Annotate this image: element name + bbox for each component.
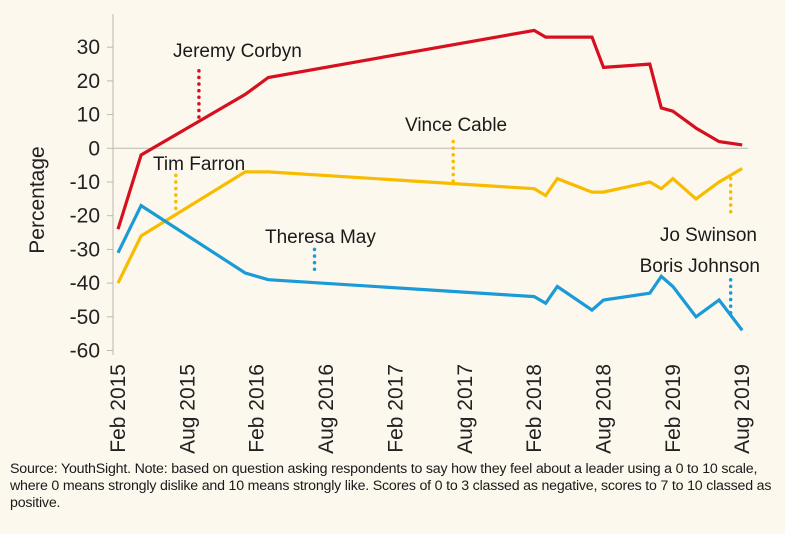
x-tick-label: Feb 2016 <box>246 364 269 453</box>
x-tick-label: Aug 2017 <box>454 364 477 454</box>
x-tick-label: Aug 2018 <box>593 364 616 454</box>
annotation-label: Jeremy Corbyn <box>173 41 302 62</box>
y-tick-label: -10 <box>70 171 100 194</box>
x-tick-label: Aug 2019 <box>731 364 754 454</box>
y-tick-label: -20 <box>70 205 100 228</box>
annotation-label: Jo Swinson <box>660 225 757 246</box>
x-tick-label: Aug 2015 <box>176 364 199 454</box>
x-tick-label: Feb 2015 <box>107 364 130 453</box>
y-tick-label: 20 <box>77 70 100 93</box>
y-tick-label: 30 <box>77 36 100 59</box>
y-axis-title: Percentage <box>26 146 49 253</box>
footnote: Source: YouthSight. Note: based on quest… <box>10 461 772 511</box>
annotation-label: Vince Cable <box>405 115 507 136</box>
y-tick-label: -60 <box>70 340 100 363</box>
annotation-label: Theresa May <box>265 227 376 248</box>
x-tick-label: Feb 2019 <box>662 364 685 453</box>
x-tick-label: Feb 2018 <box>523 364 546 453</box>
y-tick-label: -50 <box>70 306 100 329</box>
y-tick-label: 0 <box>88 137 100 160</box>
x-tick-label: Aug 2016 <box>315 364 338 454</box>
line-chart: 30 20 10 0 -10 -20 -30 -40 -50 -60 Percentage Feb 2… <box>26 14 760 454</box>
x-tick-label: Feb 2017 <box>384 364 407 453</box>
y-tick-label: 10 <box>77 104 100 127</box>
annotation-label: Tim Farron <box>153 154 245 175</box>
y-tick-label: -30 <box>70 238 100 261</box>
y-tick-label: -40 <box>70 272 100 295</box>
annotation-label: Boris Johnson <box>640 256 760 277</box>
